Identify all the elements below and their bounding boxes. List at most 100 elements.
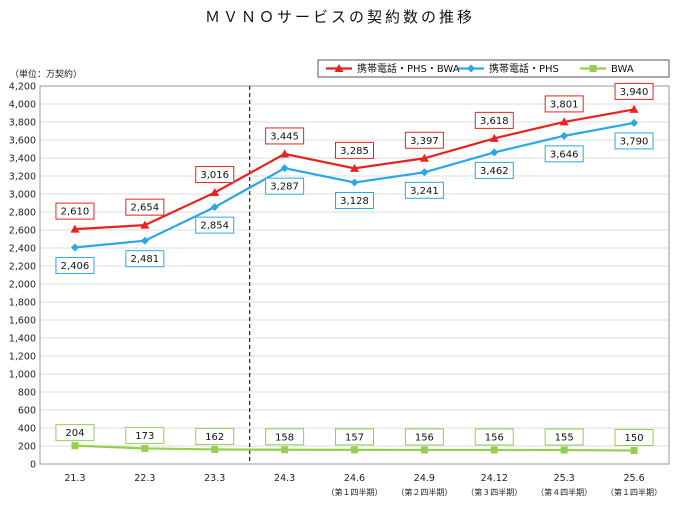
data-point <box>350 178 359 187</box>
data-point <box>419 153 429 162</box>
data-label-box <box>125 426 165 444</box>
x-tick-label: 24.9 <box>414 473 435 484</box>
y-tick-label: 200 <box>18 442 36 453</box>
series-layer <box>70 104 639 454</box>
y-tick-label: 2,600 <box>9 226 36 237</box>
y-tick-label: 0 <box>30 460 36 471</box>
data-label-box <box>404 131 444 149</box>
legend-box <box>317 59 670 78</box>
data-point <box>350 163 359 172</box>
data-label-box <box>265 428 305 446</box>
data-label: 173 <box>135 431 154 442</box>
data-label: 3,241 <box>410 186 439 197</box>
chart-title: ＭＶＮＯサービスの契約数の推移 <box>204 8 475 26</box>
data-label: 3,940 <box>620 87 649 98</box>
y-tick-label: 600 <box>18 406 36 417</box>
data-label: 158 <box>275 432 294 443</box>
data-point <box>280 149 290 158</box>
y-tick-label: 2,800 <box>9 208 36 219</box>
data-label: 3,790 <box>620 136 649 147</box>
data-label-box <box>125 198 165 216</box>
data-label: 3,646 <box>550 149 579 160</box>
y-tick-label: 4,000 <box>9 100 36 111</box>
data-label-box <box>265 127 305 145</box>
data-label-box <box>335 428 374 446</box>
axes <box>39 85 670 465</box>
y-tick-label: 2,400 <box>9 244 36 255</box>
y-tick-label: 4,200 <box>9 82 36 93</box>
x-tick-label: 24.6 <box>344 473 365 484</box>
y-tick-label: 3,200 <box>9 172 36 183</box>
data-labels: 2,610 2,406 204 2,654 2,481 173 3,016 2,854 162 3… <box>55 82 654 446</box>
data-label: 2,654 <box>131 203 160 214</box>
legend-entry: 携帯電話・PHS <box>489 62 559 75</box>
legend-marker <box>334 64 344 72</box>
data-label-box <box>265 177 305 195</box>
data-point <box>489 133 499 142</box>
y-tick-label: 800 <box>18 388 36 399</box>
data-label: 155 <box>555 433 574 444</box>
data-point <box>559 117 569 126</box>
y-tick-label: 3,600 <box>9 136 36 147</box>
data-point <box>140 220 150 229</box>
data-point <box>141 444 149 452</box>
y-tick-labels: 0 200 400 600 800 1,000 1,200 1,400 1,600 1,800 2,… <box>9 82 36 471</box>
data-label-box <box>55 256 95 274</box>
data-label-box <box>55 202 95 220</box>
legend-marker <box>589 65 597 72</box>
data-label: 3,016 <box>200 170 229 181</box>
y-tick-label: 400 <box>18 424 36 435</box>
y-tick-label: 1,200 <box>9 352 36 363</box>
data-label-box <box>474 428 514 446</box>
y-tick-label: 1,000 <box>9 370 36 381</box>
y-tick-label: 2,200 <box>9 262 36 273</box>
x-tick-sublabel: （第１四半期） <box>327 487 383 497</box>
y-tick-label: 1,800 <box>9 298 36 309</box>
x-tick-label: 25.3 <box>554 473 575 484</box>
data-point <box>629 104 639 113</box>
data-label: 162 <box>205 432 224 443</box>
x-tick-label: 22.3 <box>134 473 155 484</box>
data-point <box>70 224 80 233</box>
data-point <box>490 148 499 157</box>
data-label: 3,128 <box>340 196 369 207</box>
data-label-box <box>544 428 584 446</box>
x-tick-label: 23.3 <box>204 473 225 484</box>
x-tick-sublabel: （第１四半期） <box>606 487 662 497</box>
data-label-box <box>614 82 654 100</box>
data-label-box <box>544 145 584 163</box>
data-label: 157 <box>345 432 364 443</box>
y-tick-label: 1,400 <box>9 334 36 345</box>
x-tick-labels: 21.3 22.3 23.3 24.3 24.6 （第１四半期） 24.9 （第２四半期） 24… <box>64 473 662 497</box>
x-tick-label: 25.6 <box>623 473 644 484</box>
data-label-box <box>614 132 654 150</box>
x-tick-label: 24.3 <box>274 473 295 484</box>
data-label-box <box>195 216 235 234</box>
y-tick-label: 1,600 <box>9 316 36 327</box>
data-point <box>630 118 639 127</box>
data-label: 2,854 <box>200 221 229 232</box>
data-label: 2,481 <box>131 254 160 265</box>
data-point <box>490 446 498 454</box>
data-label: 156 <box>485 432 504 443</box>
data-label-box <box>335 191 374 209</box>
data-label-box <box>125 250 165 268</box>
data-label-box <box>404 428 444 446</box>
data-label: 2,610 <box>61 207 90 218</box>
data-label: 3,397 <box>410 136 439 147</box>
y-tick-label: 3,400 <box>9 154 36 165</box>
y-tick-label: 3,000 <box>9 190 36 201</box>
data-point <box>210 188 220 197</box>
x-tick-sublabel: （第２四半期） <box>396 487 452 497</box>
data-point <box>351 446 358 454</box>
data-label: 3,462 <box>480 166 509 177</box>
data-label-box <box>195 427 235 445</box>
data-label-box <box>544 95 584 113</box>
gridlines <box>40 103 669 447</box>
data-label: 150 <box>625 433 644 444</box>
data-point <box>630 447 638 454</box>
data-label: 204 <box>65 428 84 439</box>
data-label-box <box>404 181 444 199</box>
x-tick-label: 21.3 <box>64 473 85 484</box>
